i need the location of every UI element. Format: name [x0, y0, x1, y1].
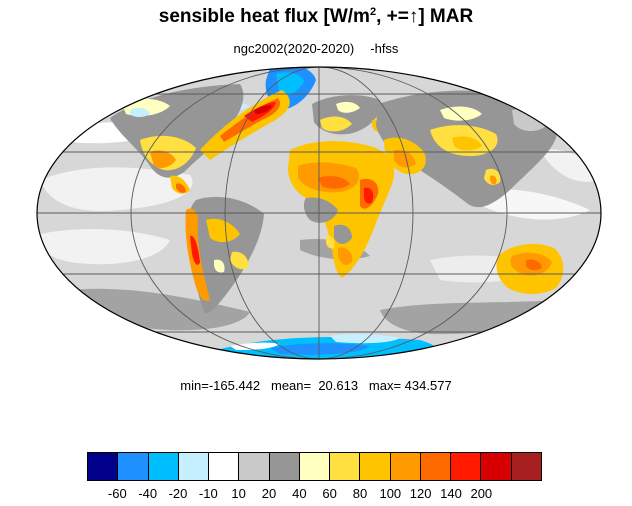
colorbar-box: [330, 453, 361, 480]
colorbar-tick-label: 80: [352, 486, 368, 501]
stats-line: min=-165.442 mean= 20.613 max= 434.577: [180, 378, 452, 393]
title-month: ] MAR: [418, 6, 474, 27]
graticule: [37, 67, 601, 359]
globe-outline: [36, 66, 602, 360]
north-america: [110, 84, 244, 194]
colorbar-tick-label: 120: [409, 486, 432, 501]
colorbar-labels: -60 -40 -20 -10 10 20 40 60 80 100 120 140 200: [87, 486, 542, 502]
up-arrow-icon: ↑: [408, 6, 419, 27]
australia: [496, 243, 564, 294]
africa: [288, 141, 395, 278]
colorbar-tick-label: -10: [198, 486, 218, 501]
colorbar-box: [360, 453, 391, 480]
colorbar-tick-label: 140: [440, 486, 462, 501]
title-sign: , +=: [376, 6, 409, 27]
plot-subtitle: ngc2002(2020-2020) -hfss: [0, 41, 632, 56]
colorbar-tick-label: 200: [470, 486, 493, 501]
title-superscript: 2: [369, 6, 377, 18]
colorbar-tick-label: 60: [322, 486, 337, 501]
europe: [312, 95, 385, 135]
variable-name: -hfss: [370, 41, 399, 56]
colorbar: [87, 452, 542, 481]
asia: [376, 90, 557, 208]
colorbar-box: [481, 453, 512, 480]
colorbar-box: [420, 453, 452, 480]
colorbar-box: [239, 453, 270, 480]
colorbar-tick-label: 10: [231, 486, 246, 501]
colorbar-box: [178, 453, 210, 480]
case-name: ngc2002(2020-2020): [233, 41, 355, 56]
colorbar-tick-label: -60: [107, 486, 127, 501]
title-text: sensible heat flux [W/m: [158, 6, 370, 27]
colorbar-tick-label: -20: [168, 486, 188, 501]
colorbar-box: [390, 453, 421, 480]
south-america: [185, 196, 264, 314]
colorbar-box: [88, 453, 119, 480]
colorbar-box: [148, 453, 179, 480]
colorbar-box: [209, 453, 240, 480]
gulf-stream: [200, 90, 290, 160]
colorbar-tick-label: 20: [261, 486, 277, 501]
colorbar-box: [269, 453, 300, 480]
colorbar-tick-label: 40: [292, 486, 307, 501]
colorbar-box: [299, 453, 331, 480]
colorbar-tick-label: -40: [138, 486, 158, 501]
plot-title: sensible heat flux [W/m2, +=↑] MAR: [0, 6, 632, 28]
colorbar-box: [451, 453, 482, 480]
colorbar-box: [118, 453, 149, 480]
colorbar-tick-label: 100: [379, 486, 402, 501]
colorbar-box: [511, 453, 541, 480]
